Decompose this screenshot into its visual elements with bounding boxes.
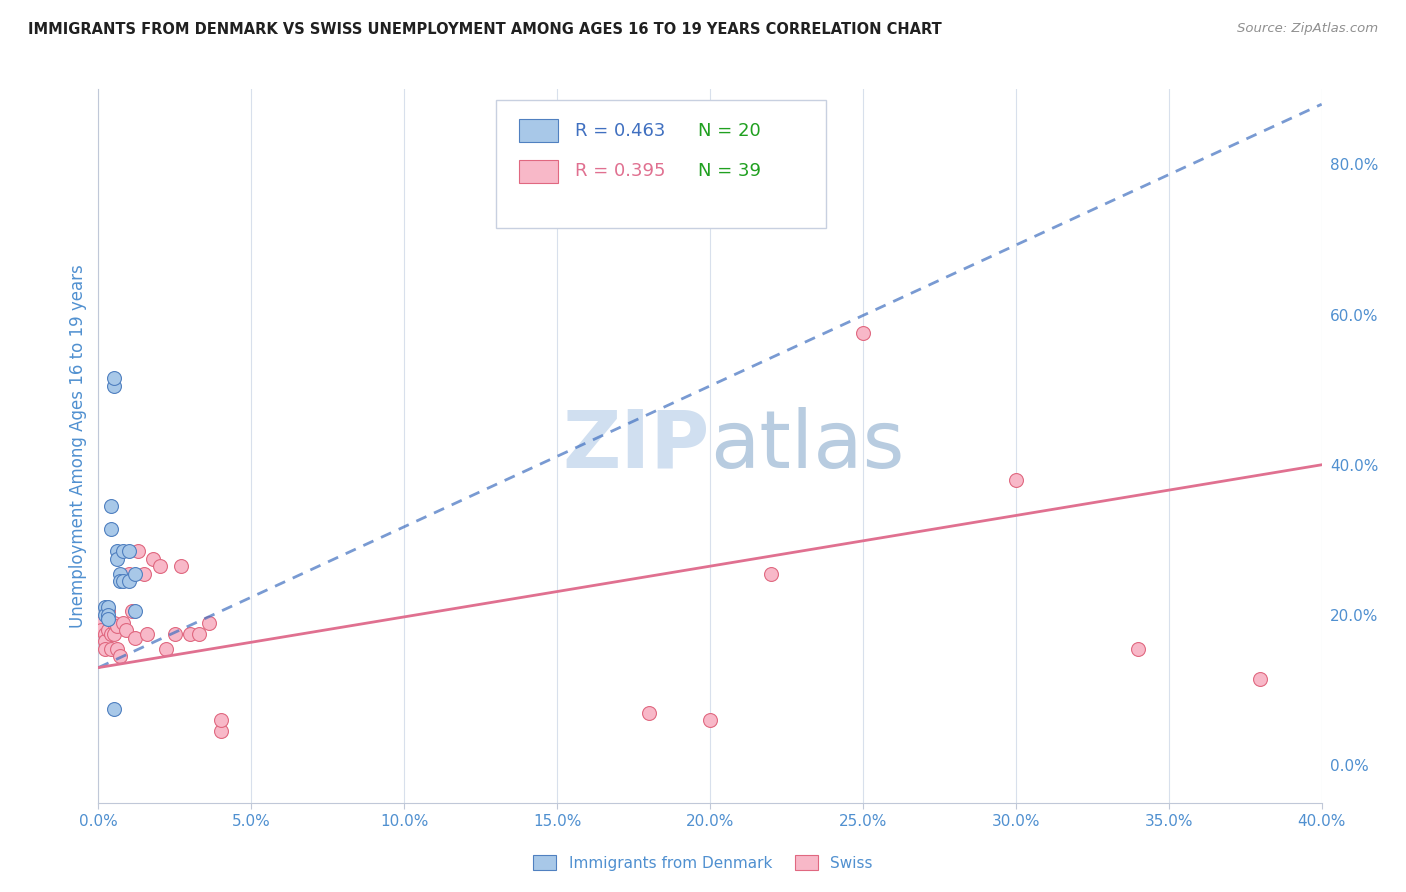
Point — [103, 702, 125, 716]
Point — [149, 559, 172, 574]
Point — [93, 607, 115, 622]
Point — [197, 615, 219, 630]
Point — [108, 566, 131, 581]
Point — [699, 713, 721, 727]
Text: ZIP: ZIP — [562, 407, 710, 485]
Point — [759, 566, 782, 581]
Point — [103, 615, 125, 630]
Point — [97, 607, 120, 622]
Point — [93, 634, 115, 648]
Point — [188, 627, 211, 641]
Point — [105, 641, 128, 656]
Point — [105, 551, 128, 566]
Legend: Immigrants from Denmark, Swiss: Immigrants from Denmark, Swiss — [529, 851, 877, 875]
Point — [170, 559, 193, 574]
Point — [93, 600, 115, 615]
Y-axis label: Unemployment Among Ages 16 to 19 years: Unemployment Among Ages 16 to 19 years — [69, 264, 87, 628]
Point — [97, 623, 120, 637]
Point — [111, 615, 134, 630]
Point — [124, 631, 146, 645]
Point — [852, 326, 875, 341]
Point — [142, 551, 165, 566]
Text: Source: ZipAtlas.com: Source: ZipAtlas.com — [1237, 22, 1378, 36]
Point — [93, 641, 115, 656]
Text: N = 20: N = 20 — [697, 121, 761, 139]
FancyBboxPatch shape — [519, 120, 558, 142]
Point — [108, 574, 131, 589]
Point — [100, 522, 122, 536]
FancyBboxPatch shape — [496, 100, 827, 228]
Point — [93, 627, 115, 641]
Point — [115, 623, 138, 637]
Point — [124, 604, 146, 618]
Point — [637, 706, 661, 720]
Point — [118, 566, 141, 581]
Point — [97, 612, 120, 626]
Text: N = 39: N = 39 — [697, 162, 761, 180]
Text: IMMIGRANTS FROM DENMARK VS SWISS UNEMPLOYMENT AMONG AGES 16 TO 19 YEARS CORRELAT: IMMIGRANTS FROM DENMARK VS SWISS UNEMPLO… — [28, 22, 942, 37]
Point — [111, 544, 134, 558]
Point — [1249, 672, 1271, 686]
Point — [127, 544, 149, 558]
Point — [105, 619, 128, 633]
Point — [97, 604, 120, 618]
Point — [124, 566, 146, 581]
Point — [105, 544, 128, 558]
Point — [118, 544, 141, 558]
Point — [90, 615, 112, 630]
Point — [103, 379, 125, 393]
Point — [100, 641, 122, 656]
Point — [155, 641, 177, 656]
Point — [100, 627, 122, 641]
Point — [97, 600, 120, 615]
Point — [1004, 473, 1026, 487]
Point — [136, 627, 159, 641]
Point — [100, 499, 122, 513]
Text: R = 0.395: R = 0.395 — [575, 162, 666, 180]
Point — [90, 623, 112, 637]
Point — [118, 574, 141, 589]
Point — [111, 574, 134, 589]
Point — [121, 604, 143, 618]
Point — [103, 627, 125, 641]
FancyBboxPatch shape — [519, 160, 558, 183]
Point — [103, 371, 125, 385]
Point — [163, 627, 186, 641]
Point — [108, 649, 131, 664]
Point — [209, 724, 232, 739]
Text: R = 0.463: R = 0.463 — [575, 121, 666, 139]
Point — [134, 566, 156, 581]
Point — [179, 627, 201, 641]
Point — [209, 713, 232, 727]
Point — [1128, 641, 1150, 656]
Text: atlas: atlas — [710, 407, 904, 485]
